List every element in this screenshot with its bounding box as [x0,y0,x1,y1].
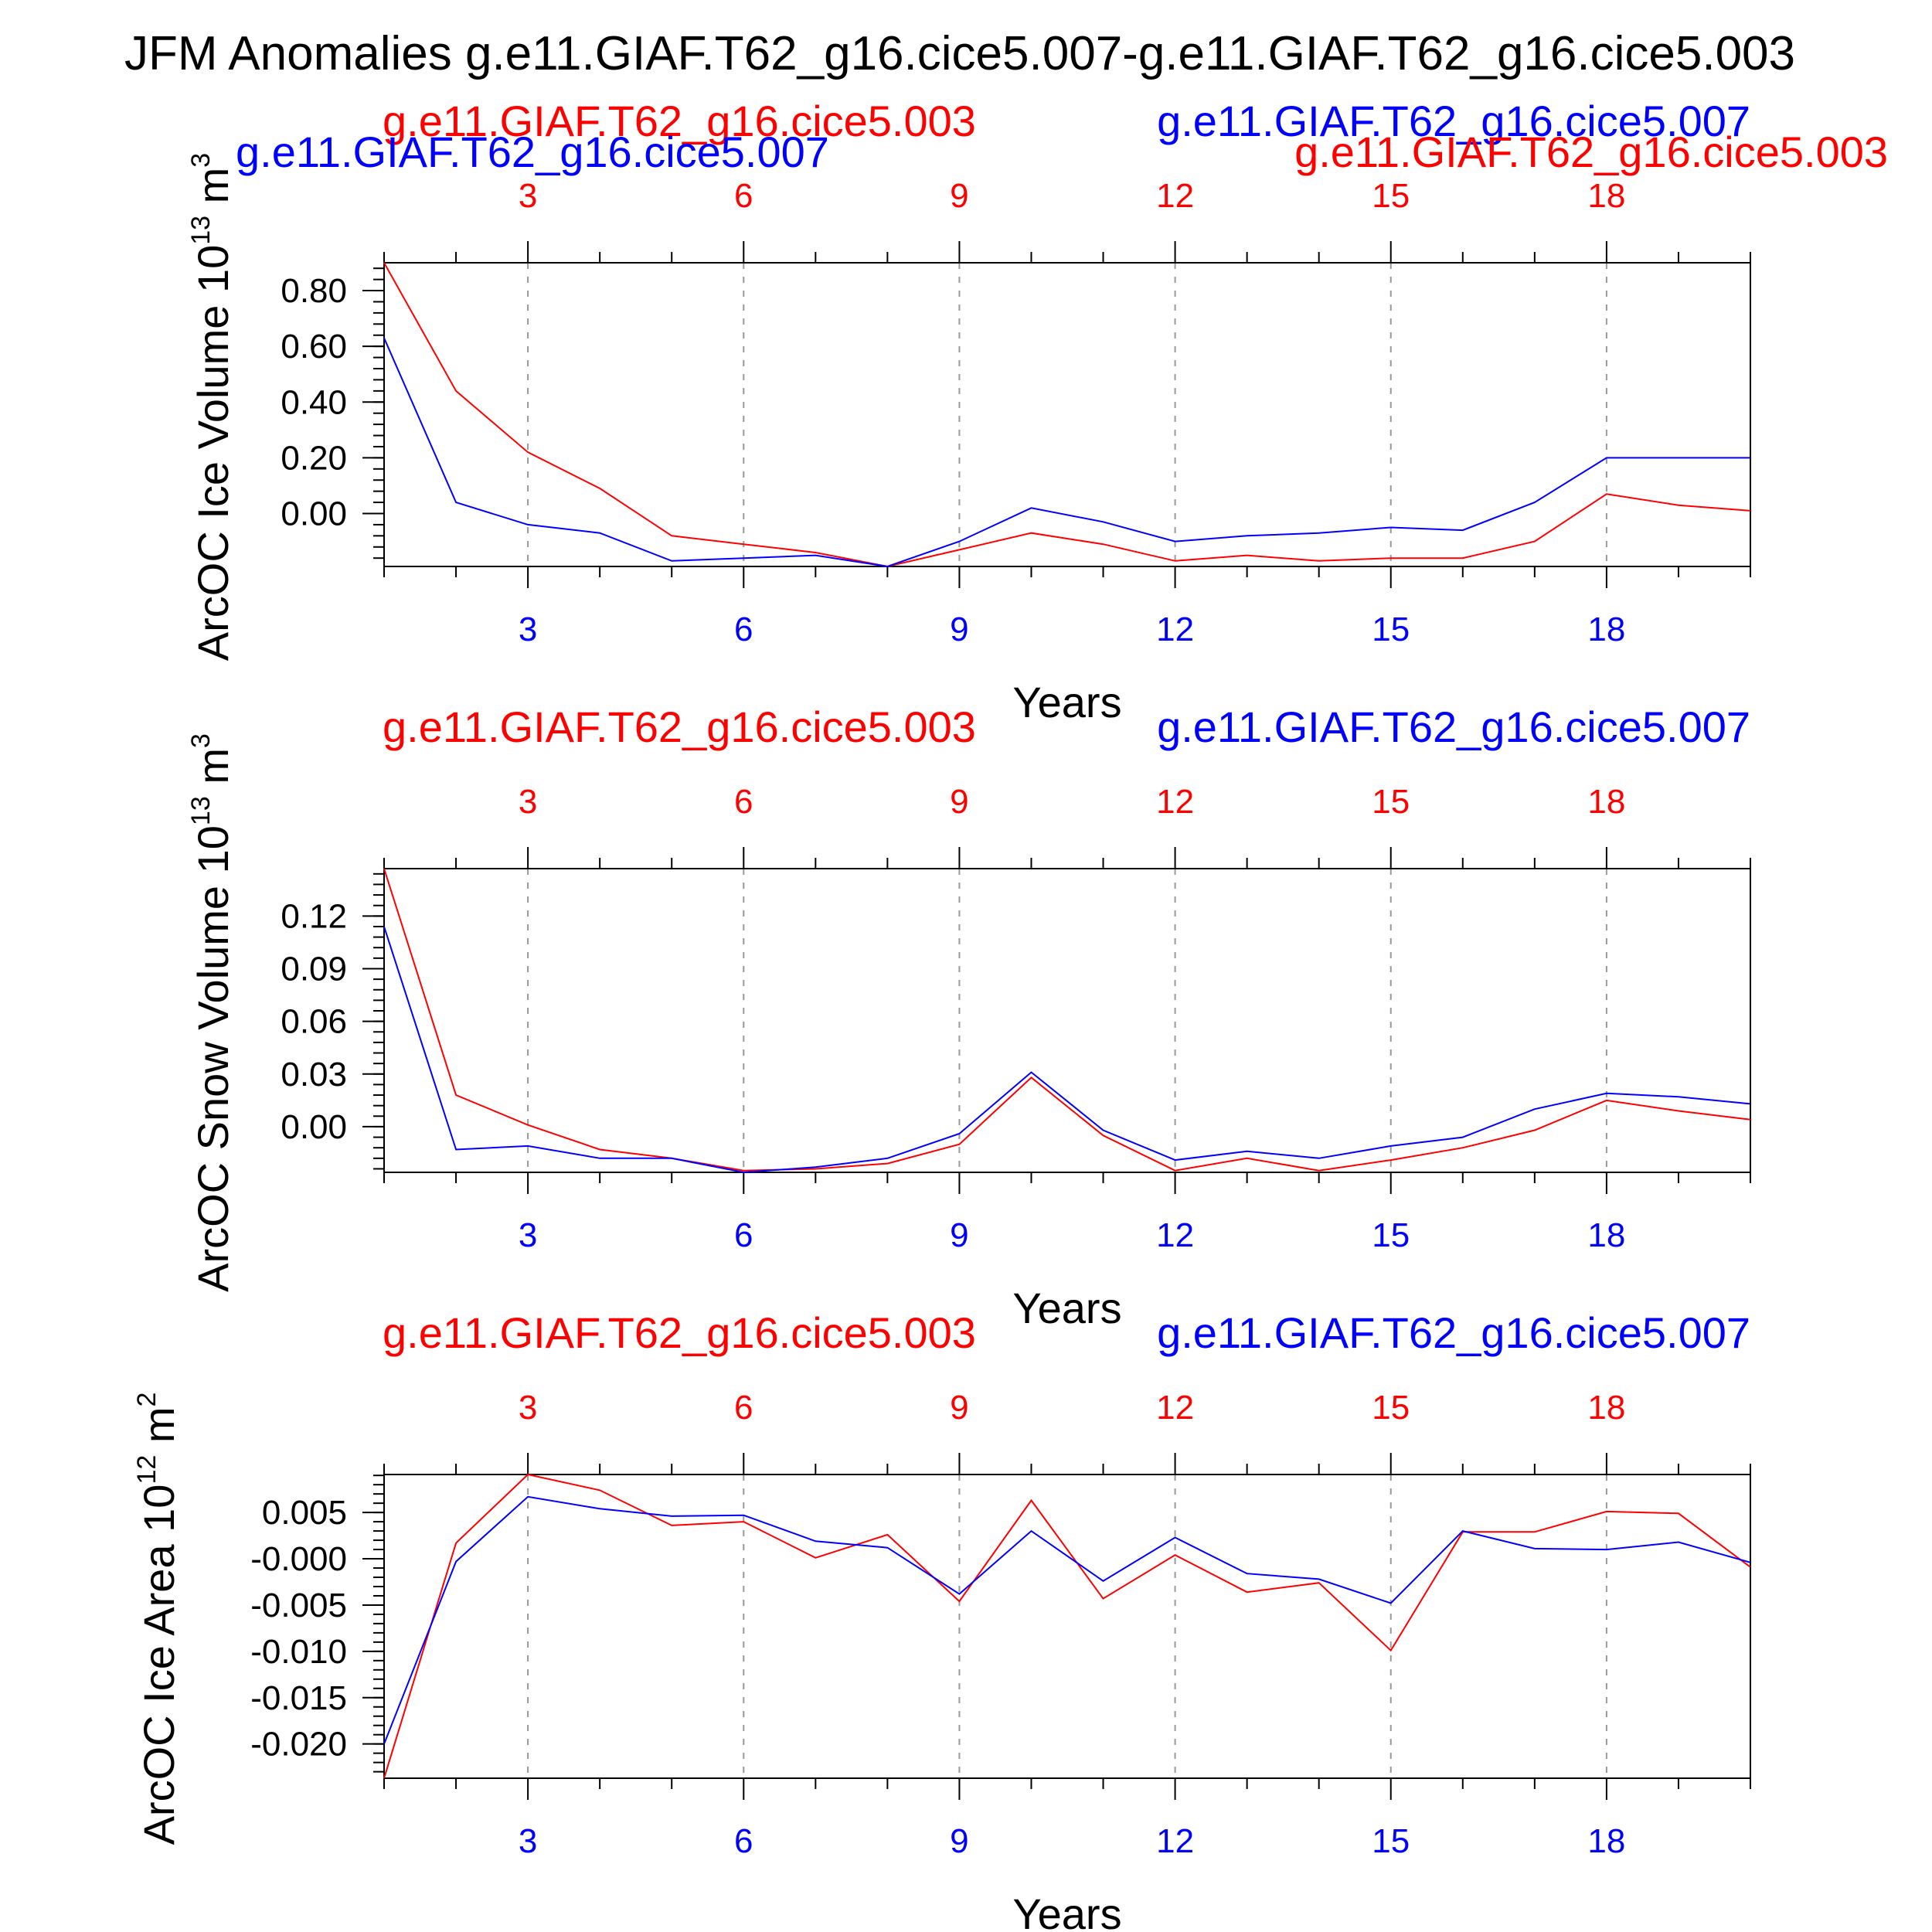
y-tick-label: -0.010 [250,1633,347,1671]
x-tick-label-bottom: 18 [1587,611,1625,648]
y-tick-label: 0.12 [281,897,347,935]
x-tick-label-top: 9 [950,783,968,821]
run-label-007: g.e11.GIAF.T62_g16.cice5.007 [1157,1308,1750,1357]
x-tick-label-top: 9 [950,177,968,215]
x-tick-label-bottom: 3 [519,1822,537,1860]
y-axis-title: ArcOC Ice Area 1012 m2 [132,1393,183,1845]
x-tick-label-bottom: 15 [1372,1822,1410,1860]
run-label-003: g.e11.GIAF.T62_g16.cice5.003 [383,97,976,145]
x-tick-label-top: 3 [519,783,537,821]
x-tick-label-top: 6 [734,1389,753,1427]
y-tick-label: 0.00 [281,495,347,532]
y-tick-label: 0.03 [281,1056,347,1094]
x-tick-label-top: 3 [519,177,537,215]
panel-3: 3 3 6 6 9 9 12 12 15 15 18 18 0.005 -0.000 -0.005 -0.01… [132,1308,1751,1932]
x-tick-label-top: 12 [1156,1389,1194,1427]
run-label-007: g.e11.GIAF.T62_g16.cice5.007 [1157,97,1750,145]
chart-panels: 3 3 6 6 9 9 12 12 15 15 18 18 0.80 0.60 0.40 0.20 0.00 g.… [132,97,1888,1932]
series-line-003 [383,262,1751,568]
x-tick-label-top: 15 [1372,783,1410,821]
y-tick-label: -0.000 [250,1540,347,1578]
plot-frame [383,1474,1751,1779]
x-tick-label-bottom: 12 [1156,611,1194,648]
x-tick-label-top: 6 [734,177,753,215]
run-label-007: g.e11.GIAF.T62_g16.cice5.007 [1157,702,1750,751]
plot-frame [383,868,1751,1173]
x-axis-title: Years [1012,1889,1121,1932]
y-tick-label: 0.005 [262,1494,347,1532]
y-axis-title: ArcOC Ice Volume 1013 m3 [186,153,237,661]
series-line-007 [383,926,1751,1174]
series-line-007 [383,1495,1751,1745]
x-axis-title: Years [1012,678,1121,726]
x-tick-label-bottom: 9 [950,1216,968,1254]
y-tick-label: 0.20 [281,439,347,477]
x-tick-label-bottom: 15 [1372,1216,1410,1254]
x-tick-label-bottom: 12 [1156,1216,1194,1254]
x-tick-label-top: 9 [950,1389,968,1427]
y-tick-label: 0.40 [281,383,347,421]
x-tick-label-top: 18 [1587,783,1625,821]
x-tick-label-bottom: 9 [950,1822,968,1860]
x-tick-label-bottom: 3 [519,611,537,648]
plot-frame [383,262,1751,567]
x-tick-label-top: 15 [1372,1389,1410,1427]
x-tick-label-bottom: 9 [950,611,968,648]
x-tick-label-top: 18 [1587,1389,1625,1427]
x-tick-label-bottom: 6 [734,1822,753,1860]
y-tick-label: 0.80 [281,272,347,310]
main-title: JFM Anomalies g.e11.GIAF.T62_g16.cice5.0… [124,27,1795,80]
overlay-run-label: g.e11.GIAF.T62_g16.cice5.007 [236,128,829,176]
run-label-003: g.e11.GIAF.T62_g16.cice5.003 [383,1308,976,1357]
y-tick-label: 0.60 [281,328,347,366]
y-tick-label: -0.005 [250,1587,347,1624]
y-tick-label: 0.00 [281,1108,347,1146]
y-axis-title: ArcOC Snow Volume 1013 m3 [186,733,237,1292]
x-tick-label-top: 18 [1587,177,1625,215]
y-tick-label: -0.020 [250,1726,347,1764]
series-line-007 [383,337,1750,568]
x-tick-label-bottom: 6 [734,611,753,648]
x-tick-label-top: 12 [1156,177,1194,215]
x-tick-label-top: 6 [734,783,753,821]
x-tick-label-bottom: 12 [1156,1822,1194,1860]
panel-2: 3 3 6 6 9 9 12 12 15 15 18 18 0.12 0.09 0.06 0.03 0.00 g.… [186,702,1751,1332]
overlay-run-label: g.e11.GIAF.T62_g16.cice5.003 [1294,128,1888,176]
run-label-003: g.e11.GIAF.T62_g16.cice5.003 [383,702,976,751]
x-tick-label-bottom: 18 [1587,1216,1625,1254]
x-axis-title: Years [1012,1284,1121,1332]
y-tick-label: 0.06 [281,1003,347,1041]
y-tick-label: -0.015 [250,1679,347,1717]
x-tick-label-bottom: 18 [1587,1822,1625,1860]
x-tick-label-top: 3 [519,1389,537,1427]
x-tick-label-bottom: 3 [519,1216,537,1254]
series-line-003 [383,868,1751,1172]
series-line-003 [383,1473,1751,1779]
panel-1: 3 3 6 6 9 9 12 12 15 15 18 18 0.80 0.60 0.40 0.20 0.00 g.… [186,97,1888,726]
y-tick-label: 0.09 [281,950,347,988]
x-tick-label-bottom: 6 [734,1216,753,1254]
x-tick-label-top: 12 [1156,783,1194,821]
x-tick-label-top: 15 [1372,177,1410,215]
x-tick-label-bottom: 15 [1372,611,1410,648]
